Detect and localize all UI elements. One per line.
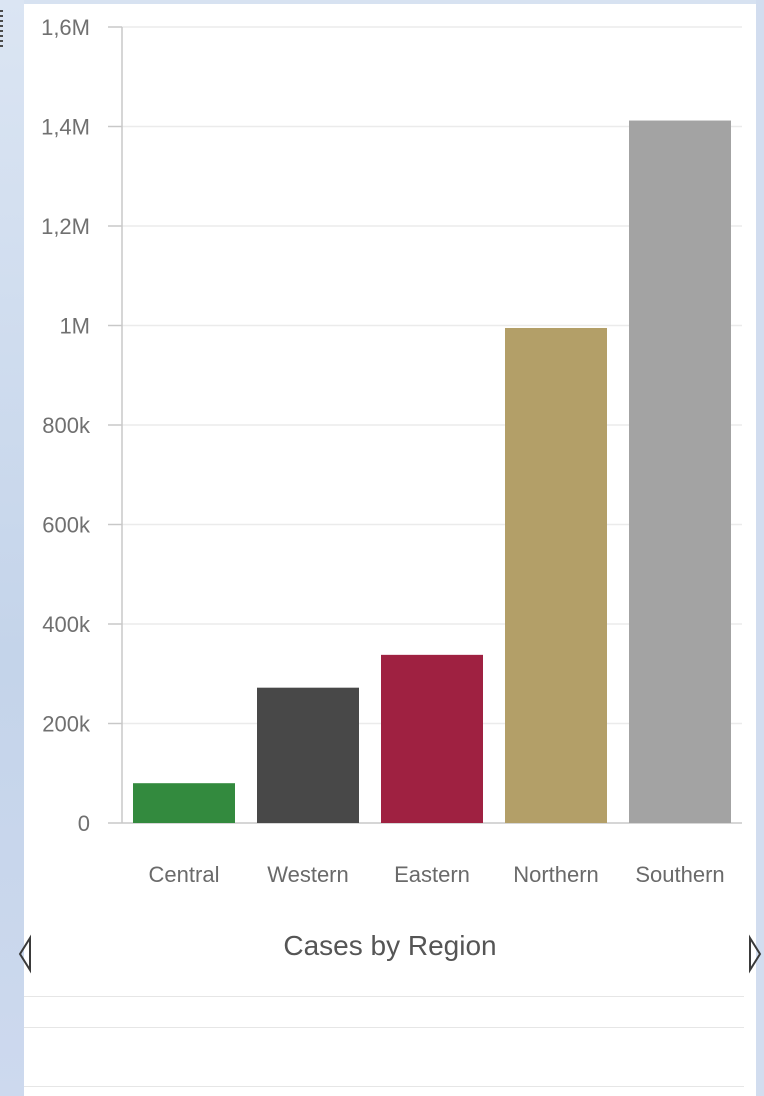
chart-title: Cases by Region [283,930,497,961]
y-tick-label: 400k [42,612,91,637]
category-labels: Central Western Eastern Northern Southern [149,862,725,887]
y-axis [108,26,123,824]
category-label-eastern: Eastern [394,862,470,887]
bar-northern[interactable] [505,327,607,823]
bar-central[interactable] [133,783,235,823]
y-tick-label: 200k [42,712,91,737]
y-tick-label: 1,2M [41,214,90,239]
y-tick-label: 600k [42,513,91,538]
separator-line [24,1086,744,1087]
edge-marker [0,10,3,50]
separator-line [24,1027,744,1028]
category-label-northern: Northern [513,862,599,887]
right-background-strip [756,0,764,1096]
y-tick-labels: 0 200k 400k 600k 800k 1M 1,2M 1,4M 1,6M [41,15,91,836]
separator-line [24,996,744,997]
bar-southern[interactable] [629,120,731,823]
bar-eastern[interactable] [381,654,483,823]
bar-western[interactable] [257,687,359,823]
bar-chart: 0 200k 400k 600k 800k 1M 1,2M 1,4M 1,6M Central W… [41,15,742,887]
category-label-southern: Southern [635,862,724,887]
category-label-central: Central [149,862,220,887]
y-tick-label: 1,6M [41,15,90,40]
y-tick-label: 1,4M [41,115,90,140]
next-chart-arrow-icon[interactable] [748,934,762,974]
y-tick-label: 1M [59,314,90,339]
left-background-strip [0,0,24,1096]
y-tick-label: 0 [78,811,90,836]
previous-chart-arrow-icon[interactable] [18,934,32,974]
y-tick-label: 800k [42,413,91,438]
bars [133,120,731,823]
category-label-western: Western [267,862,349,887]
